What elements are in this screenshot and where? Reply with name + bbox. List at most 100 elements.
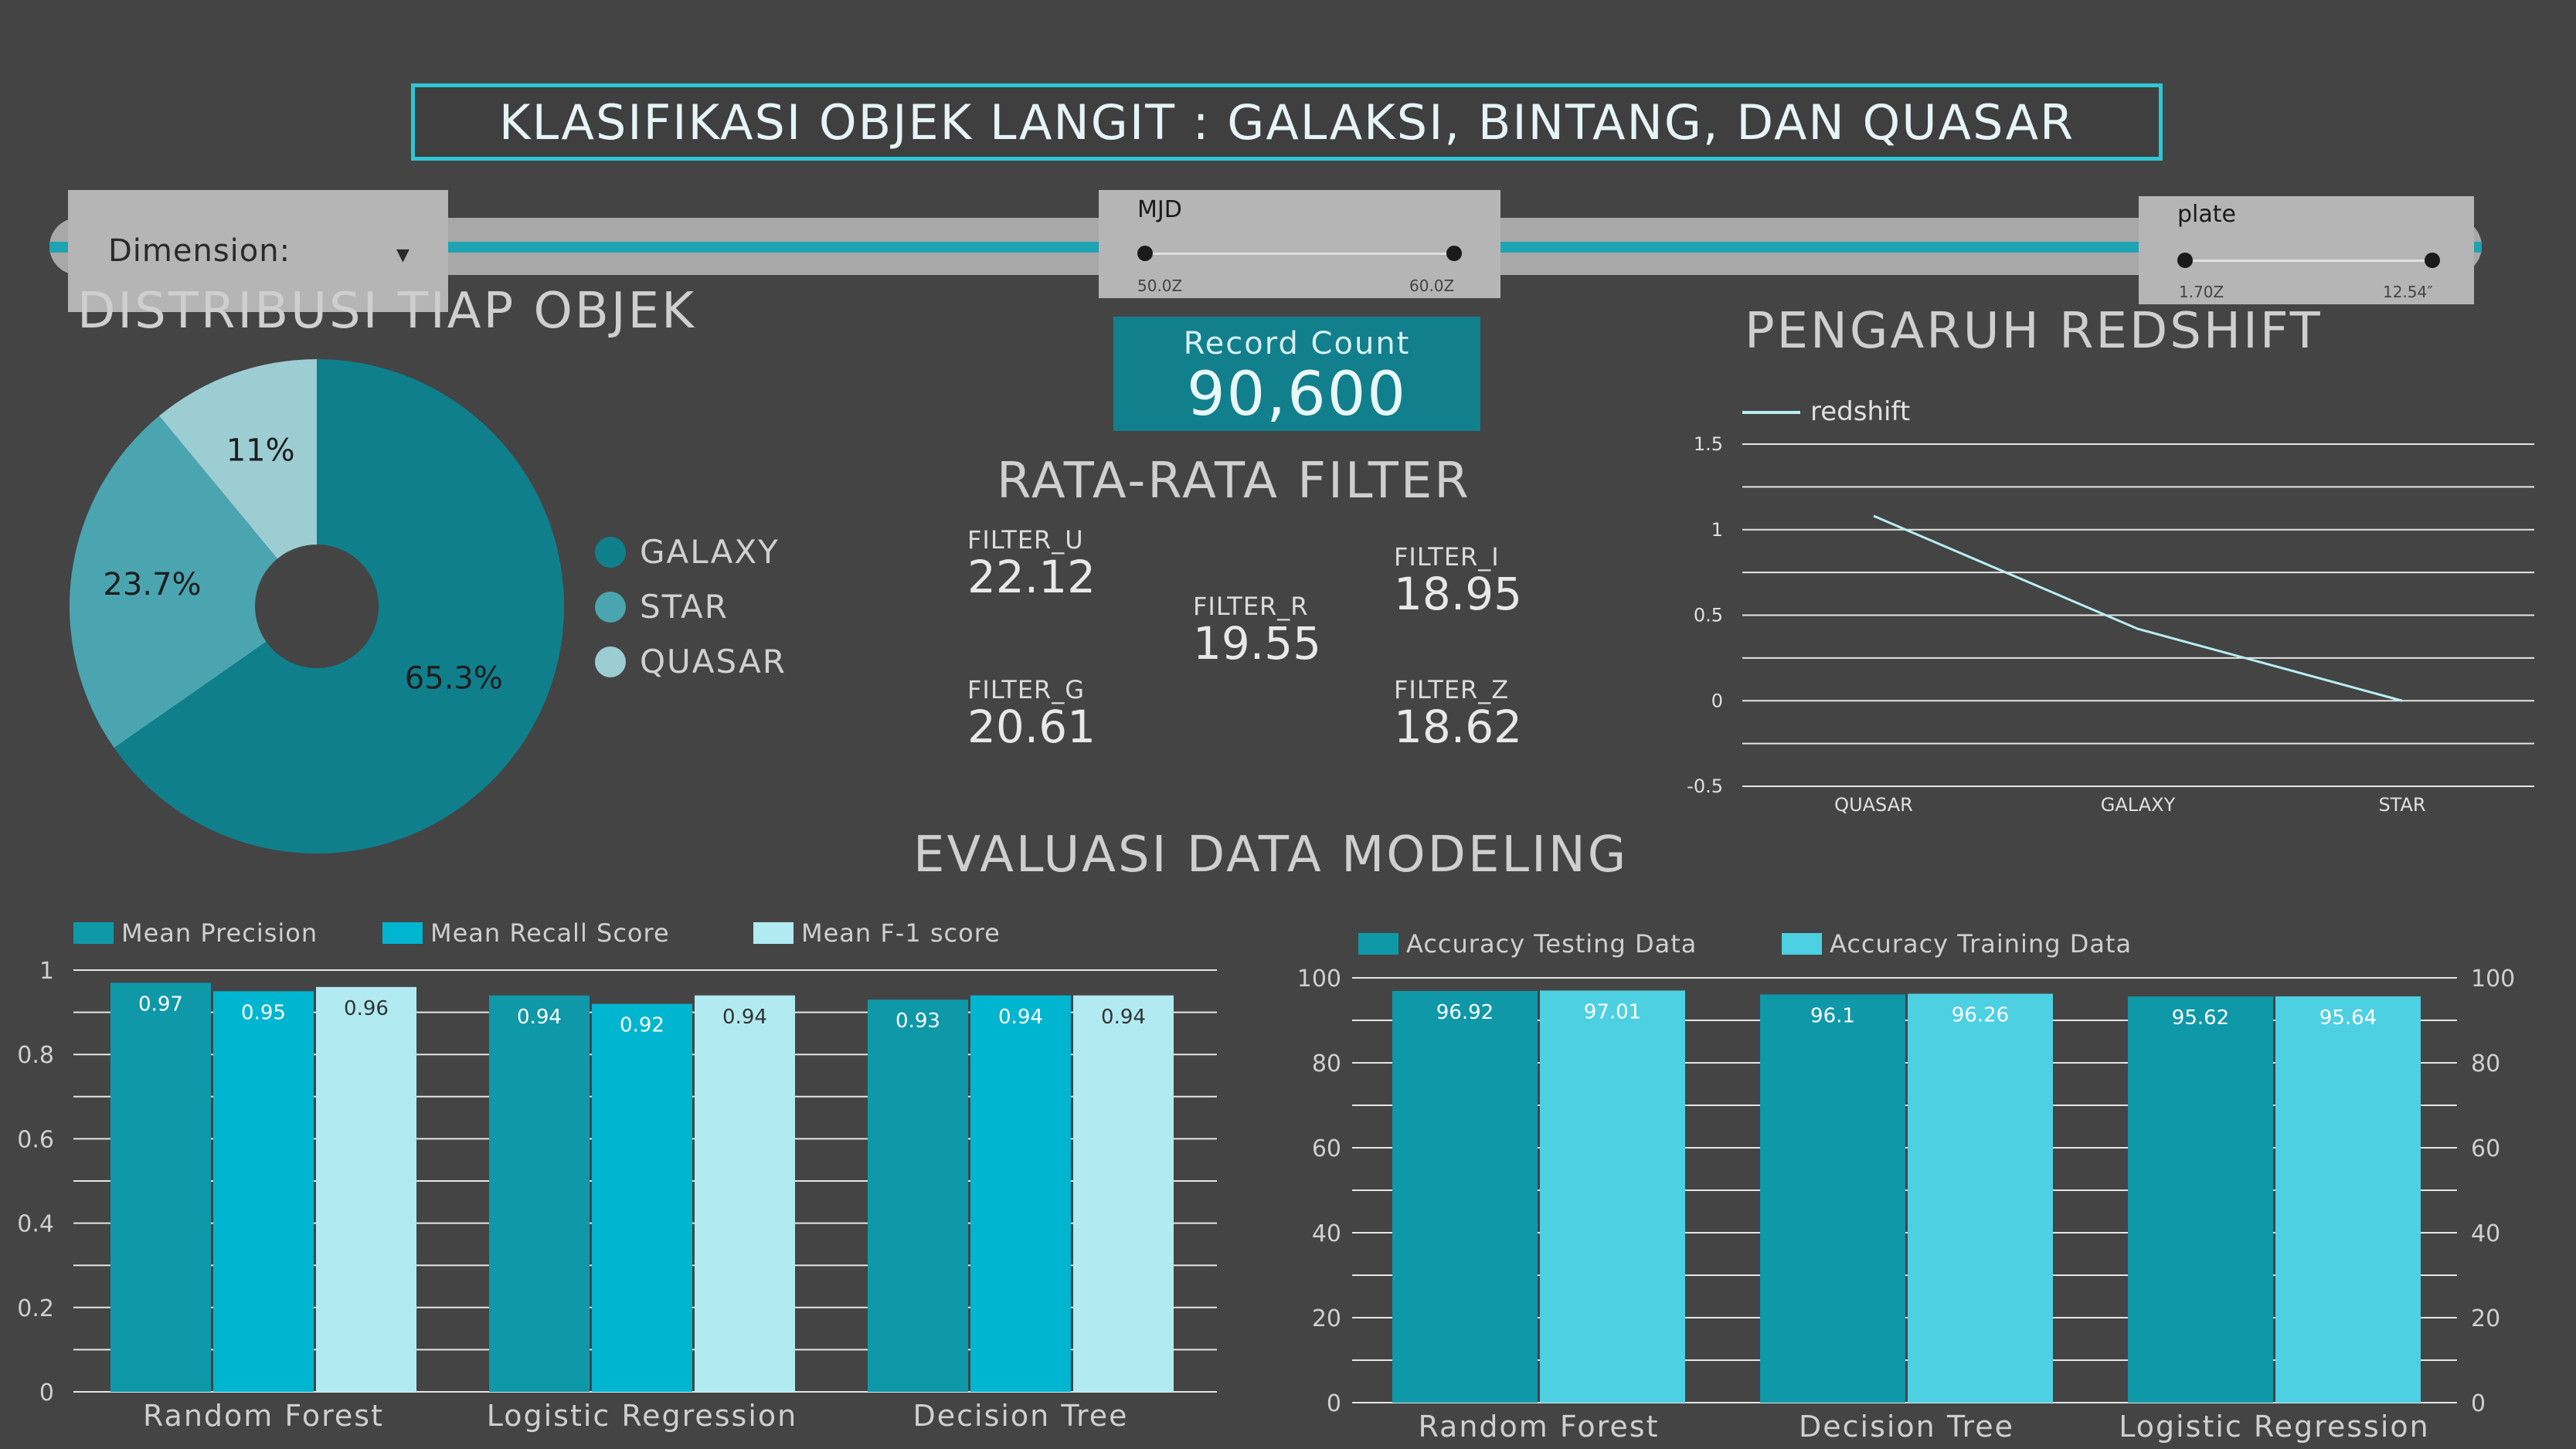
bar-category-label: Logistic Regression — [2119, 1410, 2430, 1444]
bar-1-2 — [2275, 996, 2421, 1403]
pie-slice-galaxy — [114, 359, 564, 853]
bar-2-0 — [316, 986, 416, 1392]
bar-legend-swatch — [1358, 933, 1398, 955]
bar-value-label: 0.93 — [895, 1010, 940, 1033]
plate-label: plate — [2177, 201, 2236, 228]
bar-1-0 — [213, 991, 314, 1392]
bar-ytick-label: 80 — [1312, 1050, 1341, 1077]
bar-1-1 — [1908, 993, 2053, 1403]
filter-g-label: FILTER_G — [967, 675, 1086, 704]
accuracy-bar-chart: 0 0 20 20 40 40 60 60 80 80 100 100 96.92 97.01 Random… — [1297, 929, 2516, 1444]
bar-legend-swatch — [73, 922, 114, 944]
pie-label-quasar: 11% — [226, 433, 295, 469]
mjd-max-handle[interactable] — [1446, 246, 1462, 261]
filter-g: FILTER_G 20.61 — [967, 675, 1096, 749]
bar-ytick-label: 0.8 — [17, 1042, 54, 1069]
line-xtick-label: STAR — [2378, 794, 2425, 816]
bar-ytick-label: 0.4 — [17, 1211, 54, 1238]
bar-ytick-label: 60 — [1312, 1135, 1341, 1162]
plate-track[interactable] — [2185, 260, 2432, 262]
bar-value-label: 0.96 — [344, 997, 389, 1020]
plate-slider[interactable]: plate 1.70Z 12.54″ — [2139, 196, 2474, 304]
filter-i-label: FILTER_I — [1394, 542, 1500, 572]
filter-u-label: FILTER_U — [967, 525, 1084, 555]
bar-category-label: Decision Tree — [1799, 1410, 2014, 1444]
bar-value-label: 95.62 — [2172, 1006, 2229, 1030]
bar-value-label: 0.94 — [722, 1006, 767, 1029]
line-xtick-label: GALAXY — [2101, 794, 2176, 816]
caret-down-icon[interactable]: ▼ — [396, 246, 410, 265]
bar-category-label: Decision Tree — [912, 1399, 1128, 1433]
redshift-line-chart: 1.5 1 0.5 0 -0.5 QUASAR GALAXY STAR redshift — [1687, 396, 2534, 816]
line-xtick-label: QUASAR — [1834, 794, 1913, 816]
bar-value-label: 97.01 — [1584, 1000, 1641, 1023]
bar-value-label: 96.1 — [1810, 1004, 1855, 1027]
pie-legend: GALAXY STAR QUASAR — [595, 533, 787, 697]
line-series-redshift — [1873, 514, 2403, 702]
line-ytick-label: 1 — [1711, 519, 1723, 541]
filter-z-value: 18.62 — [1394, 701, 1523, 753]
pie-legend-galaxy: GALAXY — [595, 533, 787, 571]
bar-legend-swatch — [382, 922, 423, 944]
bar-legend-label: Mean Recall Score — [430, 918, 670, 948]
filter-z: FILTER_Z 18.62 — [1394, 675, 1522, 749]
mjd-slider[interactable]: MJD 50.0Z 60.0Z — [1099, 190, 1500, 298]
bar-value-label: 96.92 — [1436, 1001, 1494, 1024]
filter-g-value: 20.61 — [967, 701, 1096, 753]
bar-value-label: 0.94 — [517, 1006, 562, 1029]
mjd-label: MJD — [1137, 196, 1182, 223]
bar-value-label: 96.26 — [1952, 1004, 2009, 1027]
mjd-min-handle[interactable] — [1137, 246, 1153, 261]
bar-ytick-label: 1 — [39, 958, 54, 985]
bar-ytick-label-right: 0 — [2471, 1390, 2486, 1417]
bar-ytick-label-right: 100 — [2471, 965, 2515, 993]
line-ytick-label: 1.5 — [1694, 433, 1723, 455]
bar-1-0 — [1540, 990, 1685, 1403]
record-count-label: Record Count — [1183, 326, 1411, 361]
bar-ytick-label: 0 — [1327, 1390, 1341, 1417]
mjd-track[interactable] — [1145, 253, 1454, 255]
legend-swatch — [595, 646, 626, 677]
bar-1-1 — [592, 1003, 692, 1392]
bar-0-2 — [868, 999, 968, 1392]
filter-r-value: 19.55 — [1193, 617, 1322, 670]
bar-ytick-label: 20 — [1312, 1305, 1341, 1332]
bar-ytick-label: 0.6 — [17, 1126, 54, 1153]
pengaruh-title: PENGARUH REDSHIFT — [1745, 303, 2323, 360]
filter-r-label: FILTER_R — [1193, 592, 1309, 621]
filter-i: FILTER_I 18.95 — [1394, 542, 1522, 616]
mjd-min-value: 50.0Z — [1137, 277, 1183, 295]
bar-0-2 — [2128, 996, 2273, 1403]
bar-ytick-label: 40 — [1312, 1220, 1341, 1247]
bar-1-2 — [970, 995, 1071, 1392]
pie-slice-quasar — [159, 359, 317, 559]
evaluasi-title: EVALUASI DATA MODELING — [913, 826, 1629, 884]
legend-swatch — [595, 536, 626, 568]
bar-legend-swatch — [753, 922, 794, 944]
dimension-dropdown[interactable]: Dimension: ▼ — [68, 190, 448, 312]
mjd-max-value: 60.0Z — [1409, 277, 1455, 295]
dashboard-title: KLASIFIKASI OBJEK LANGIT : GALAKSI, BINT… — [498, 93, 2075, 151]
distribution-donut-chart: 65.3% 23.7% 11% — [69, 359, 564, 853]
bar-category-label: Random Forest — [1418, 1410, 1659, 1444]
bar-ytick-label-right: 20 — [2471, 1305, 2500, 1332]
bar-value-label: 0.94 — [1101, 1006, 1146, 1029]
bar-0-1 — [489, 995, 590, 1392]
plate-min-handle[interactable] — [2177, 253, 2193, 268]
line-legend-label: redshift — [1810, 396, 1910, 427]
filter-r: FILTER_R 19.55 — [1193, 592, 1321, 666]
bar-legend-label: Mean Precision — [121, 918, 318, 948]
bar-legend-label: Accuracy Testing Data — [1406, 929, 1697, 959]
bar-category-label: Random Forest — [143, 1399, 384, 1433]
plate-max-handle[interactable] — [2425, 253, 2440, 268]
legend-text: STAR — [640, 588, 729, 626]
bar-value-label: 0.95 — [241, 1001, 286, 1024]
pie-label-star: 23.7% — [103, 567, 201, 602]
pie-slice-star — [69, 416, 278, 748]
bar-ytick-label-right: 80 — [2471, 1050, 2500, 1077]
plate-min-value: 1.70Z — [2179, 283, 2224, 301]
dashboard-title-box: KLASIFIKASI OBJEK LANGIT : GALAKSI, BINT… — [411, 83, 2163, 161]
line-ytick-label: 0 — [1711, 690, 1723, 711]
filter-z-label: FILTER_Z — [1394, 675, 1510, 704]
bar-ytick-label: 0.2 — [17, 1295, 54, 1322]
